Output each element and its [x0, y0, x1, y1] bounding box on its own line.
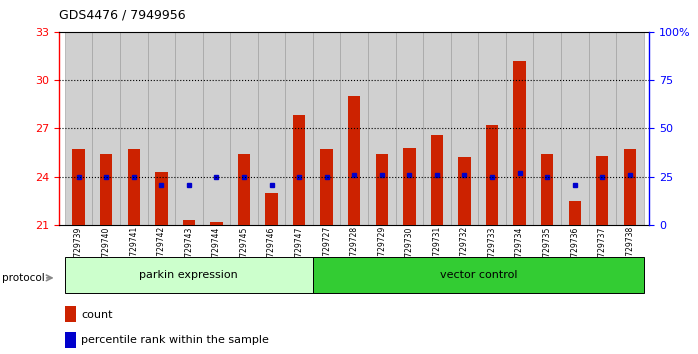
- Bar: [368, 32, 396, 225]
- Bar: [506, 32, 533, 225]
- Text: parkin expression: parkin expression: [140, 270, 238, 280]
- Bar: [202, 32, 230, 225]
- Bar: [396, 32, 423, 225]
- Bar: [258, 32, 285, 225]
- Bar: [65, 32, 92, 225]
- Bar: [320, 149, 333, 225]
- Bar: [403, 148, 415, 225]
- Text: percentile rank within the sample: percentile rank within the sample: [82, 335, 269, 345]
- Bar: [313, 32, 341, 225]
- Bar: [100, 154, 112, 225]
- Text: GDS4476 / 7949956: GDS4476 / 7949956: [59, 9, 186, 22]
- Bar: [265, 193, 278, 225]
- Bar: [66, 306, 76, 322]
- Bar: [66, 332, 76, 348]
- Bar: [128, 149, 140, 225]
- Bar: [183, 220, 195, 225]
- Bar: [486, 125, 498, 225]
- Bar: [478, 32, 506, 225]
- Bar: [147, 32, 175, 225]
- Bar: [341, 32, 368, 225]
- Bar: [285, 32, 313, 225]
- Bar: [65, 257, 313, 293]
- Bar: [588, 32, 616, 225]
- Bar: [596, 156, 609, 225]
- Bar: [348, 96, 360, 225]
- Bar: [376, 154, 388, 225]
- Bar: [230, 32, 258, 225]
- Text: vector control: vector control: [440, 270, 517, 280]
- Bar: [92, 32, 120, 225]
- Bar: [423, 32, 451, 225]
- Bar: [623, 149, 636, 225]
- Bar: [561, 32, 588, 225]
- Text: protocol: protocol: [2, 273, 45, 283]
- Bar: [155, 172, 168, 225]
- Bar: [238, 154, 250, 225]
- Bar: [431, 135, 443, 225]
- Bar: [533, 32, 561, 225]
- Bar: [210, 222, 223, 225]
- Bar: [459, 157, 470, 225]
- Bar: [120, 32, 147, 225]
- Bar: [451, 32, 478, 225]
- Bar: [175, 32, 202, 225]
- Bar: [514, 61, 526, 225]
- Text: count: count: [82, 310, 113, 320]
- Bar: [313, 257, 644, 293]
- Bar: [616, 32, 644, 225]
- Bar: [293, 115, 305, 225]
- Bar: [541, 154, 554, 225]
- Bar: [569, 201, 581, 225]
- Bar: [73, 149, 85, 225]
